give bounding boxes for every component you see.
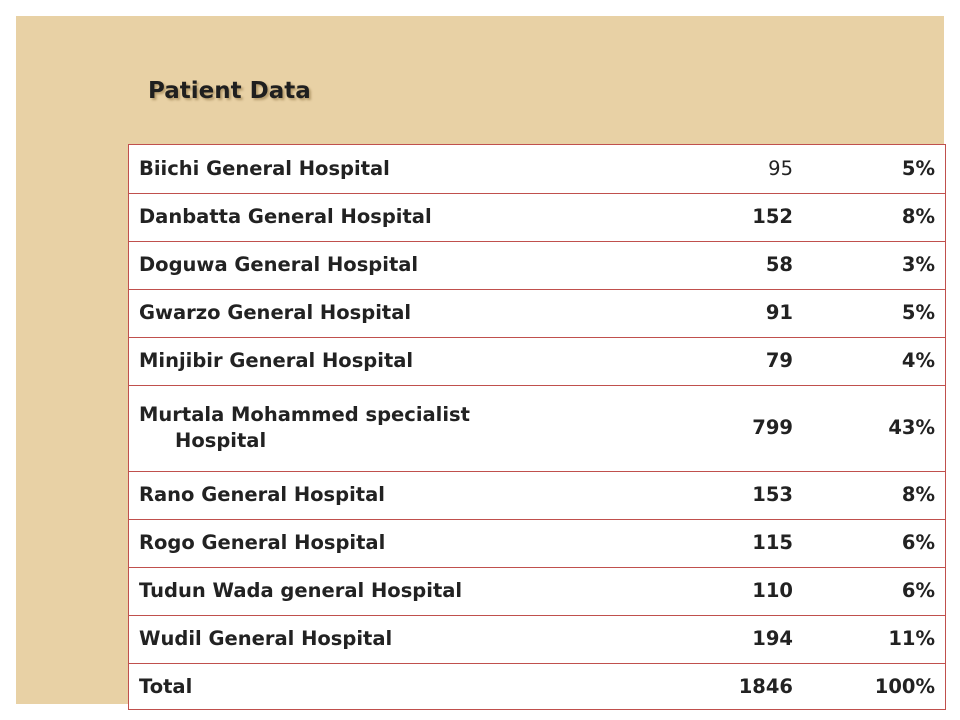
table-row-total: Total 1846 100% xyxy=(129,663,945,711)
hospital-name-cell: Gwarzo General Hospital xyxy=(129,289,583,338)
patient-count-cell: 153 xyxy=(583,471,803,520)
table-row: Biichi General Hospital 95 5% xyxy=(129,145,945,194)
table-row: Minjibir General Hospital 79 4% xyxy=(129,337,945,386)
hospital-name-cell: Biichi General Hospital xyxy=(129,145,583,194)
page-title: Patient Data xyxy=(148,78,311,104)
patient-count-cell: 152 xyxy=(583,193,803,242)
data-table: Biichi General Hospital 95 5% Danbatta G… xyxy=(129,145,945,711)
table-row: Wudil General Hospital 194 11% xyxy=(129,615,945,664)
total-label-cell: Total xyxy=(139,675,193,699)
table-row: Rano General Hospital 153 8% xyxy=(129,471,945,520)
hospital-name-cell: Rano General Hospital xyxy=(129,471,583,520)
patient-count-cell: 95 xyxy=(583,145,803,194)
hospital-name-cell: Tudun Wada general Hospital xyxy=(129,567,583,616)
patient-count-cell: 799 xyxy=(583,385,803,472)
hospital-name-cell: Wudil General Hospital xyxy=(129,615,583,664)
percentage-cell: 11% xyxy=(803,615,945,664)
table-row: Murtala Mohammed specialist Hospital 799… xyxy=(129,385,945,472)
percentage-cell: 8% xyxy=(803,471,945,520)
table-row: Rogo General Hospital 115 6% xyxy=(129,519,945,568)
percentage-cell: 43% xyxy=(803,385,945,472)
percentage-cell: 8% xyxy=(803,193,945,242)
table-row: Gwarzo General Hospital 91 5% xyxy=(129,289,945,338)
percentage-cell: 6% xyxy=(803,567,945,616)
percentage-cell: 4% xyxy=(803,337,945,386)
total-count-cell: 1846 xyxy=(738,675,793,699)
hospital-name-cell: Doguwa General Hospital xyxy=(129,241,583,290)
percentage-cell: 5% xyxy=(803,145,945,194)
hospital-name-cell: Rogo General Hospital xyxy=(129,519,583,568)
patient-count-cell: 194 xyxy=(583,615,803,664)
hospital-name-cell: Minjibir General Hospital xyxy=(129,337,583,386)
patient-count-cell: 110 xyxy=(583,567,803,616)
percentage-cell: 3% xyxy=(803,241,945,290)
hospital-name-cell: Murtala Mohammed specialist Hospital xyxy=(129,385,583,472)
patient-count-cell: 91 xyxy=(583,289,803,338)
table-row: Doguwa General Hospital 58 3% xyxy=(129,241,945,290)
hospital-name-cell: Danbatta General Hospital xyxy=(129,193,583,242)
table-row: Tudun Wada general Hospital 110 6% xyxy=(129,567,945,616)
slide-background: Patient Data Biichi General Hospital 95 … xyxy=(16,16,946,710)
patient-count-cell: 79 xyxy=(583,337,803,386)
hospital-name-line1: Murtala Mohammed specialist xyxy=(139,403,470,426)
hospital-name-line2: Hospital xyxy=(175,429,267,452)
percentage-cell: 6% xyxy=(803,519,945,568)
patient-count-cell: 58 xyxy=(583,241,803,290)
percentage-cell: 5% xyxy=(803,289,945,338)
total-percentage-cell: 100% xyxy=(874,675,935,699)
patient-count-cell: 115 xyxy=(583,519,803,568)
table-row: Danbatta General Hospital 152 8% xyxy=(129,193,945,242)
patient-data-table: Biichi General Hospital 95 5% Danbatta G… xyxy=(128,144,946,710)
